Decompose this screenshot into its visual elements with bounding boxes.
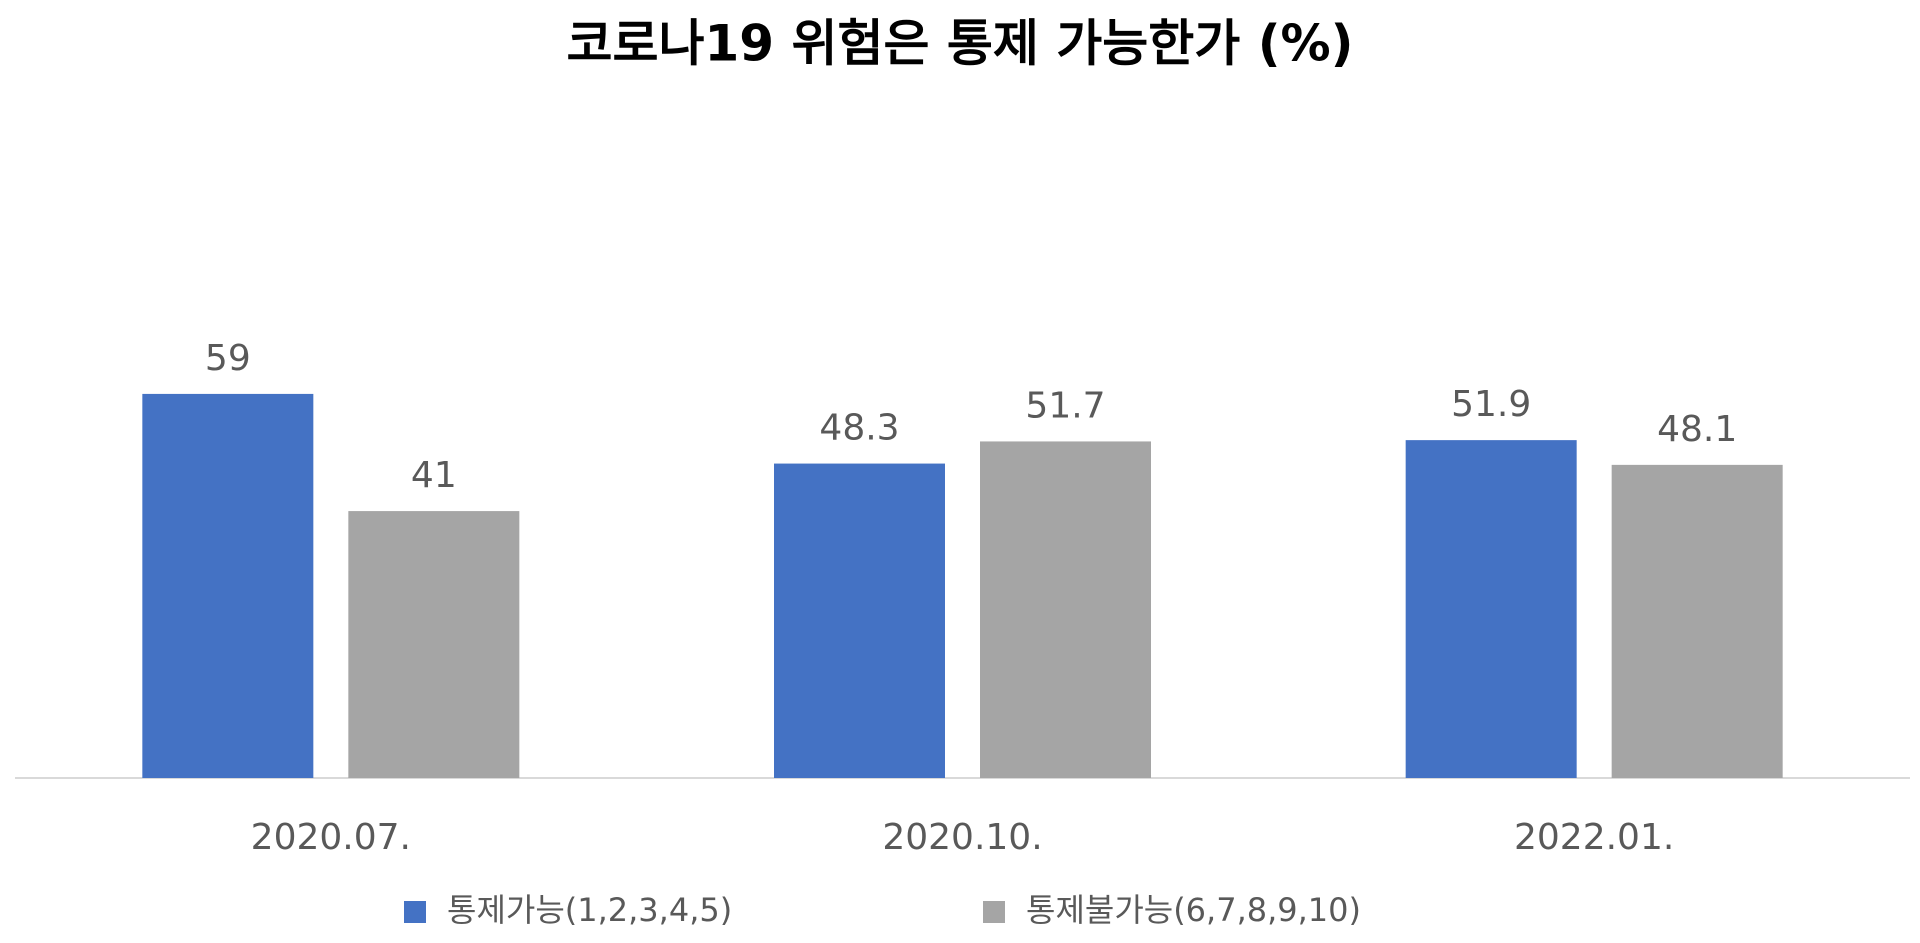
- bar: [1611, 464, 1783, 778]
- bar: [348, 511, 520, 778]
- data-label: 48.1: [1657, 409, 1737, 450]
- x-tick-label: 2022.01.: [1514, 817, 1674, 858]
- x-tick-label: 2020.10.: [882, 817, 1042, 858]
- data-label: 59: [205, 338, 251, 379]
- bar: [980, 441, 1151, 778]
- bar: [142, 393, 314, 778]
- x-tick-label: 2020.07.: [251, 817, 411, 858]
- data-label: 51.9: [1451, 384, 1531, 425]
- bar: [1405, 440, 1577, 778]
- chart-title: 코로나19 위험은 통제 가능한가 (%): [566, 15, 1353, 73]
- data-label: 51.7: [1025, 385, 1105, 426]
- bar: [774, 463, 945, 778]
- legend-swatch: [983, 901, 1005, 923]
- legend-label: 통제불가능(6,7,8,9,10): [1026, 891, 1361, 929]
- data-label: 48.3: [819, 408, 899, 449]
- data-label: 41: [411, 455, 457, 496]
- legend-label: 통제가능(1,2,3,4,5): [447, 891, 732, 929]
- legend-swatch: [404, 901, 426, 923]
